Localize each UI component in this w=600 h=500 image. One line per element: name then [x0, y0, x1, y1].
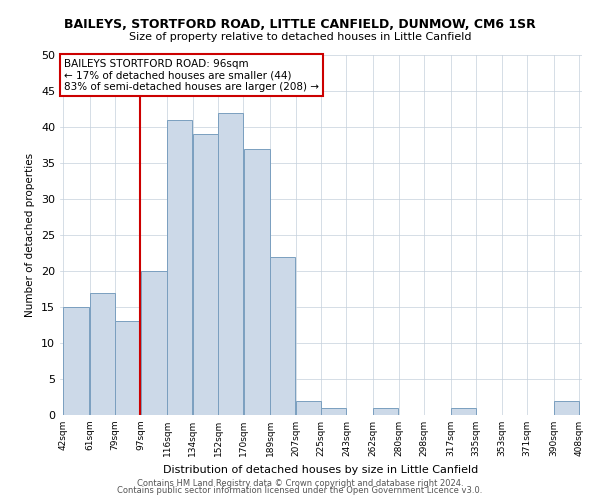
- Bar: [193, 134, 218, 415]
- Bar: [90, 292, 115, 415]
- Text: Contains public sector information licensed under the Open Government Licence v3: Contains public sector information licen…: [118, 486, 482, 495]
- Text: Size of property relative to detached houses in Little Canfield: Size of property relative to detached ho…: [129, 32, 471, 42]
- Bar: [115, 322, 140, 415]
- Text: Contains HM Land Registry data © Crown copyright and database right 2024.: Contains HM Land Registry data © Crown c…: [137, 478, 463, 488]
- Bar: [451, 408, 476, 415]
- Bar: [271, 256, 295, 415]
- Text: BAILEYS, STORTFORD ROAD, LITTLE CANFIELD, DUNMOW, CM6 1SR: BAILEYS, STORTFORD ROAD, LITTLE CANFIELD…: [64, 18, 536, 30]
- Bar: [554, 400, 579, 415]
- Bar: [321, 408, 346, 415]
- Y-axis label: Number of detached properties: Number of detached properties: [25, 153, 35, 317]
- Bar: [140, 271, 167, 415]
- Text: BAILEYS STORTFORD ROAD: 96sqm
← 17% of detached houses are smaller (44)
83% of s: BAILEYS STORTFORD ROAD: 96sqm ← 17% of d…: [64, 58, 319, 92]
- Bar: [218, 112, 243, 415]
- Bar: [244, 148, 270, 415]
- Bar: [167, 120, 193, 415]
- Bar: [373, 408, 398, 415]
- X-axis label: Distribution of detached houses by size in Little Canfield: Distribution of detached houses by size …: [163, 464, 479, 474]
- Bar: [63, 307, 89, 415]
- Bar: [296, 400, 321, 415]
